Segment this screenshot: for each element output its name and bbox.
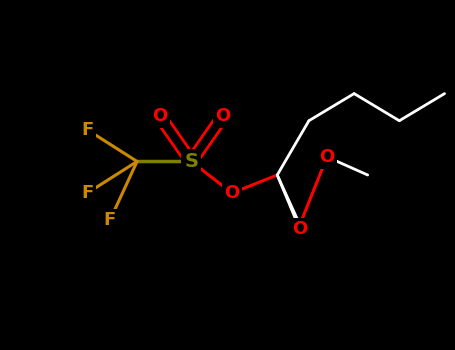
Text: O: O <box>152 107 167 125</box>
Text: F: F <box>81 121 93 139</box>
Text: F: F <box>81 184 93 202</box>
Text: O: O <box>319 148 334 166</box>
Text: O: O <box>292 220 308 238</box>
Text: O: O <box>224 184 240 202</box>
Text: F: F <box>104 211 116 229</box>
Text: O: O <box>215 107 231 125</box>
Text: S: S <box>184 152 198 171</box>
